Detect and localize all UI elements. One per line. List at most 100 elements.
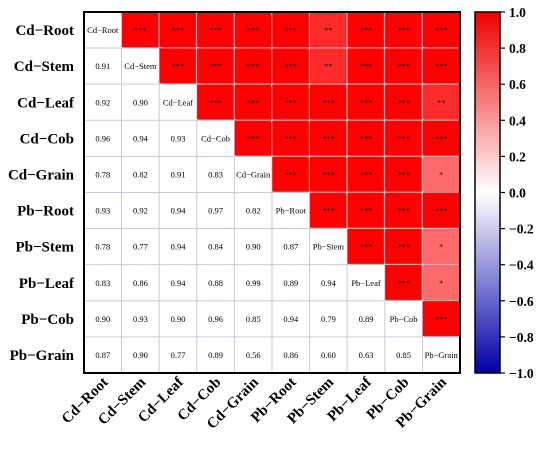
heatmap-cell-upper <box>309 156 347 192</box>
heatmap-cell-diagonal <box>271 192 310 229</box>
heatmap-cell-lower <box>158 155 198 193</box>
colorbar-tick-label: −0.8 <box>509 330 534 345</box>
correlation-value-label: 0.90 <box>133 97 148 107</box>
significance-label: *** <box>172 61 185 71</box>
significance-label: *** <box>284 97 297 107</box>
heatmap-cell-upper <box>347 120 384 156</box>
significance-label: ** <box>324 25 333 35</box>
heatmap-cell-upper <box>422 192 459 228</box>
correlation-value-label: 0.85 <box>246 314 261 324</box>
heatmap-cell-lower <box>196 155 235 193</box>
heatmap-cell-lower <box>121 119 160 157</box>
significance-label: *** <box>360 97 373 107</box>
correlation-value-label: 0.91 <box>95 61 110 71</box>
heatmap-cell-diagonal <box>83 11 122 49</box>
heatmap-cell-upper <box>309 120 347 156</box>
colorbar-tick-label: 0.4 <box>509 113 526 128</box>
heatmap-cell-upper <box>347 192 384 228</box>
correlation-value-label: 0.99 <box>246 278 261 288</box>
colorbar-gradient <box>474 11 501 374</box>
significance-label: *** <box>322 133 335 143</box>
heatmap-cell-upper <box>272 48 309 84</box>
heatmap-cell-lower <box>346 336 386 374</box>
heatmap-cell-lower <box>233 264 273 302</box>
colorbar-tick-label: 1.0 <box>509 5 526 20</box>
heatmap-cell-lower <box>83 119 122 157</box>
heatmap-cell-upper <box>196 48 234 84</box>
significance-label: *** <box>397 206 410 216</box>
correlation-value-label: 0.86 <box>283 350 298 360</box>
row-label: Pb−Stem <box>15 240 74 256</box>
heatmap-cell-upper <box>422 156 459 192</box>
significance-label: *** <box>247 61 260 71</box>
significance-label: *** <box>209 61 222 71</box>
correlation-value-label: 0.94 <box>133 133 149 143</box>
row-label: Cd−Cob <box>20 131 74 147</box>
significance-label: *** <box>435 61 448 71</box>
diagonal-variable-label: Cd−Cob <box>201 133 230 143</box>
correlation-value-label: 0.60 <box>321 350 336 360</box>
heatmap-cell-upper <box>422 12 459 48</box>
row-label: Cd−Leaf <box>17 95 75 111</box>
correlation-value-label: 0.92 <box>95 97 110 107</box>
heatmap-cell-upper <box>422 228 459 264</box>
diagonal-variable-label: Cd−Grain <box>236 169 271 179</box>
heatmap-cell-upper <box>347 228 384 264</box>
correlation-value-label: 0.89 <box>208 350 223 360</box>
correlation-value-label: 0.93 <box>133 314 148 324</box>
heatmap-cell-upper <box>384 228 422 264</box>
heatmap-cell-upper <box>272 84 309 120</box>
correlation-value-label: 0.83 <box>95 278 110 288</box>
significance-label: *** <box>209 97 222 107</box>
diagonal-variable-label: Pb−Cob <box>390 314 418 324</box>
significance-label: *** <box>172 25 185 35</box>
significance-label: *** <box>397 133 410 143</box>
heatmap-cell-upper <box>234 84 271 120</box>
correlation-value-label: 0.78 <box>95 242 110 252</box>
significance-label: *** <box>247 133 260 143</box>
correlation-value-label: 0.93 <box>95 206 110 216</box>
significance-label: * <box>439 242 443 252</box>
correlation-value-label: 0.89 <box>359 314 374 324</box>
significance-label: * <box>439 169 443 179</box>
heatmap-cell-lower <box>233 336 273 374</box>
significance-label: *** <box>397 169 410 179</box>
correlation-value-label: 0.87 <box>95 350 110 360</box>
correlation-value-label: 0.63 <box>359 350 374 360</box>
colorbar-tick-label: −1.0 <box>509 366 534 381</box>
diagonal-variable-label: Cd−Root <box>87 25 119 35</box>
colorbar-tick-label: 0.8 <box>509 41 526 56</box>
heatmap-cell-diagonal <box>158 83 198 121</box>
correlation-value-label: 0.96 <box>95 133 110 143</box>
correlation-value-label: 0.92 <box>133 206 148 216</box>
significance-label: *** <box>247 25 260 35</box>
significance-label: *** <box>284 25 297 35</box>
significance-label: *** <box>397 25 410 35</box>
heatmap-cell-upper <box>384 156 422 192</box>
heatmap-cell-upper <box>196 12 234 48</box>
colorbar-tick-label: 0.0 <box>509 186 526 201</box>
heatmap-cell-upper <box>384 120 422 156</box>
correlation-value-label: 0.77 <box>133 242 148 252</box>
significance-label: *** <box>322 97 335 107</box>
heatmap-cell-upper <box>422 300 459 336</box>
heatmap-cell-upper <box>384 12 422 48</box>
heatmap-cell-lower <box>309 336 348 374</box>
significance-label: *** <box>134 25 147 35</box>
colorbar: 1.0 0.8 0.6 0.4 0.2 0.0 −0.2 −0.4 −0.6 −0.8 −1.0 <box>474 5 534 381</box>
heatmap-cell-upper <box>234 12 271 48</box>
significance-label: *** <box>360 242 373 252</box>
heatmap-cell-lower <box>121 192 160 229</box>
significance-label: *** <box>397 242 410 252</box>
heatmap-cell-diagonal <box>421 336 461 374</box>
colorbar-tick-label: −0.4 <box>509 258 534 273</box>
heatmap-cells <box>83 11 461 374</box>
heatmap-cell-upper <box>159 12 196 48</box>
correlation-value-label: 0.90 <box>171 314 186 324</box>
heatmap-cell-upper <box>159 48 196 84</box>
correlation-value-label: 0.84 <box>208 242 224 252</box>
significance-label: * <box>439 278 443 288</box>
heatmap-cell-upper <box>347 84 384 120</box>
row-label: Cd−Root <box>15 23 74 39</box>
correlation-value-label: 0.77 <box>171 350 186 360</box>
